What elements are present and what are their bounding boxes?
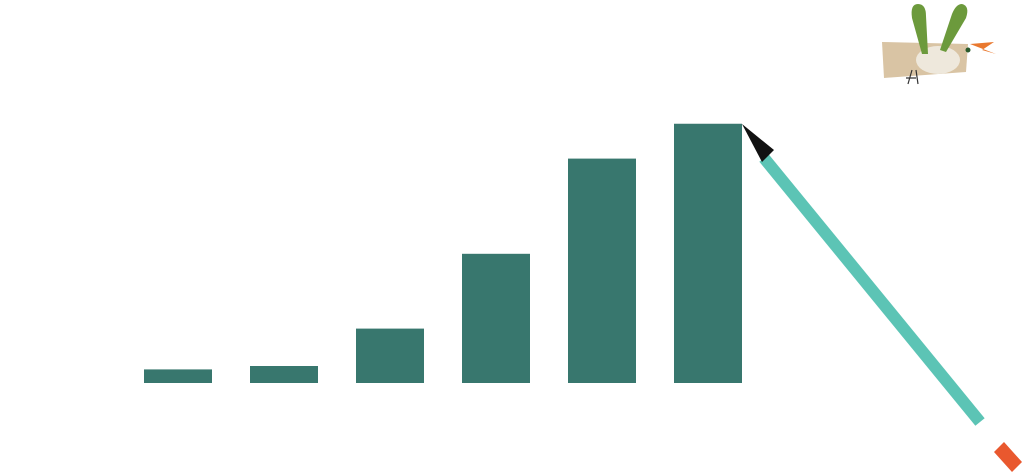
bird-eye bbox=[965, 47, 971, 53]
bar bbox=[568, 158, 636, 383]
pencil-eraser bbox=[994, 442, 1022, 472]
bird-feather bbox=[940, 4, 968, 52]
bird-feather bbox=[911, 4, 928, 54]
pencil-tip bbox=[742, 124, 774, 162]
bar bbox=[674, 123, 742, 383]
bar bbox=[250, 366, 318, 383]
bird-legs bbox=[906, 69, 919, 85]
bird-beak bbox=[970, 42, 996, 54]
bar bbox=[144, 369, 212, 383]
pencil-body bbox=[759, 154, 985, 426]
bar bbox=[462, 253, 530, 383]
pencil bbox=[742, 124, 1022, 472]
bird-illustration bbox=[882, 4, 996, 85]
bar bbox=[356, 328, 424, 383]
